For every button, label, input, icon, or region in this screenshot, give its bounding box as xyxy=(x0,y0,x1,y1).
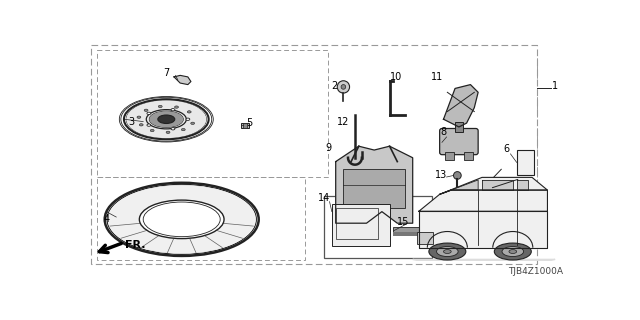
Ellipse shape xyxy=(188,111,191,113)
Text: 6: 6 xyxy=(504,143,509,154)
Polygon shape xyxy=(419,190,547,211)
Ellipse shape xyxy=(186,118,190,120)
Ellipse shape xyxy=(444,250,451,253)
Bar xyxy=(445,152,454,160)
Ellipse shape xyxy=(429,243,466,260)
Ellipse shape xyxy=(191,122,195,124)
FancyBboxPatch shape xyxy=(440,129,478,155)
Bar xyxy=(463,152,473,160)
Polygon shape xyxy=(440,177,547,194)
Ellipse shape xyxy=(140,200,224,239)
Ellipse shape xyxy=(144,109,148,111)
Circle shape xyxy=(337,81,349,93)
Text: 8: 8 xyxy=(440,127,447,137)
Polygon shape xyxy=(442,180,478,194)
Ellipse shape xyxy=(158,105,162,108)
Polygon shape xyxy=(482,180,513,190)
Bar xyxy=(91,44,538,264)
Text: 15: 15 xyxy=(397,217,410,227)
Bar xyxy=(324,196,432,258)
Bar xyxy=(455,122,463,132)
Text: 1: 1 xyxy=(552,81,558,91)
Polygon shape xyxy=(444,84,478,127)
Text: 14: 14 xyxy=(318,193,330,203)
Bar xyxy=(332,204,390,246)
Ellipse shape xyxy=(137,116,141,118)
Text: 7: 7 xyxy=(163,68,170,78)
Ellipse shape xyxy=(171,128,175,130)
Ellipse shape xyxy=(149,111,183,127)
Text: 12: 12 xyxy=(337,116,349,126)
Ellipse shape xyxy=(175,106,179,108)
Circle shape xyxy=(341,84,346,89)
Text: 4: 4 xyxy=(103,214,109,224)
Circle shape xyxy=(454,172,461,179)
Ellipse shape xyxy=(166,131,170,133)
Polygon shape xyxy=(174,75,191,84)
Bar xyxy=(394,227,420,235)
Bar xyxy=(417,232,433,244)
Text: 13: 13 xyxy=(435,171,447,180)
Ellipse shape xyxy=(140,124,143,126)
Ellipse shape xyxy=(181,128,185,131)
Ellipse shape xyxy=(147,112,151,115)
Text: TJB4Z1000A: TJB4Z1000A xyxy=(508,267,563,276)
Polygon shape xyxy=(336,146,413,223)
Text: 10: 10 xyxy=(390,72,402,82)
Ellipse shape xyxy=(158,115,175,124)
Text: 5: 5 xyxy=(246,118,253,128)
Text: 9: 9 xyxy=(325,143,331,153)
Ellipse shape xyxy=(436,246,458,257)
Text: 11: 11 xyxy=(431,72,444,82)
Bar xyxy=(344,169,405,208)
Ellipse shape xyxy=(108,185,255,254)
Text: FR.: FR. xyxy=(125,240,146,250)
Ellipse shape xyxy=(150,129,154,132)
Bar xyxy=(243,123,247,128)
Bar xyxy=(336,208,378,239)
Polygon shape xyxy=(516,180,528,190)
Bar xyxy=(97,177,305,260)
Ellipse shape xyxy=(509,250,516,253)
Bar xyxy=(394,232,420,236)
Text: 3: 3 xyxy=(128,116,134,126)
Ellipse shape xyxy=(171,108,175,111)
Bar xyxy=(97,50,328,177)
Ellipse shape xyxy=(494,243,531,260)
Text: 2: 2 xyxy=(331,81,337,91)
Ellipse shape xyxy=(126,100,206,138)
Polygon shape xyxy=(419,211,547,248)
Ellipse shape xyxy=(147,124,151,126)
Polygon shape xyxy=(516,150,534,175)
Ellipse shape xyxy=(502,246,524,257)
Bar xyxy=(241,123,249,128)
